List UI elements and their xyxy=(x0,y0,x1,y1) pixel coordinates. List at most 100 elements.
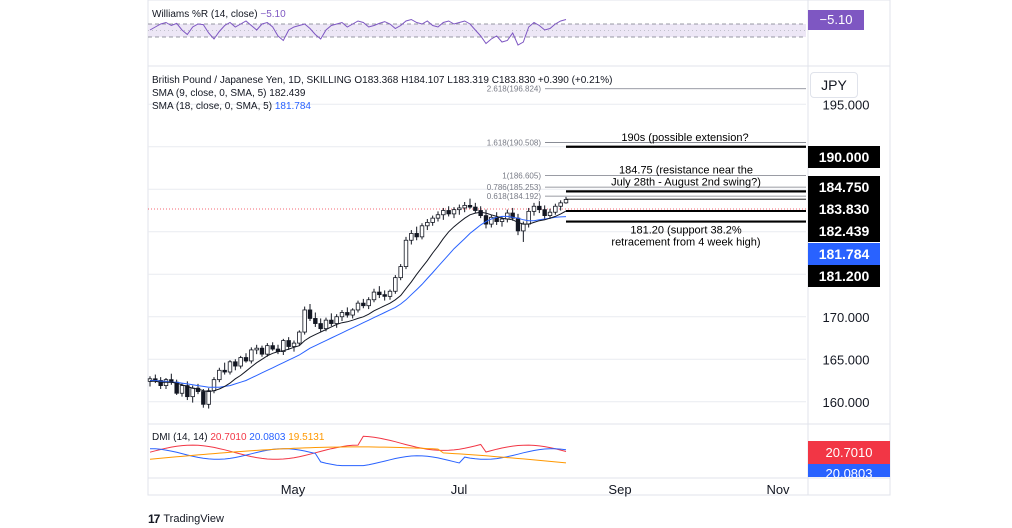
candle-body xyxy=(537,205,542,211)
candle-body xyxy=(313,318,318,324)
williams-pane: −5.10 xyxy=(148,10,864,46)
fib-label: 2.618(196.824) xyxy=(487,85,542,94)
chart-frame xyxy=(147,0,891,496)
currency-label: JPY xyxy=(821,77,847,93)
ohlc-low: 183.319 xyxy=(452,75,489,86)
candle-body xyxy=(286,340,291,347)
sma9-line xyxy=(150,210,567,393)
williams-legend: Williams %R (14, close) −5.10 xyxy=(152,8,286,21)
candle-body xyxy=(398,266,403,279)
candle-body xyxy=(158,380,163,386)
ohlc-open-label: O xyxy=(354,75,363,86)
annotations: 190s (possible extension? 184.75 (resista… xyxy=(566,132,806,249)
dmi-badge-bg xyxy=(808,441,890,464)
candle-body xyxy=(382,294,387,297)
candle-body xyxy=(350,309,355,316)
ohlc-change: +0.390 (+0.21%) xyxy=(537,75,613,86)
candle-body xyxy=(238,357,243,367)
dmi-plus-value: 20.7010 xyxy=(210,432,247,443)
candle-body xyxy=(201,391,206,405)
annotation-text: 181.20 (support 38.2% xyxy=(630,225,742,237)
price-label: 190.000 xyxy=(819,149,870,165)
tradingview-brand[interactable]: 17 TradingView xyxy=(148,512,224,526)
price-label-bg xyxy=(808,265,880,287)
price-tick: 160.000 xyxy=(823,395,870,410)
candle-body xyxy=(179,385,185,394)
sma18-legend-row[interactable]: SMA (18, close, 0, SMA, 5) 181.784 xyxy=(152,100,612,113)
candle-body xyxy=(553,205,558,213)
candle-body xyxy=(211,379,217,392)
candle-body xyxy=(563,199,569,204)
fib-label: 0.786(185.253) xyxy=(487,183,542,192)
sma18-legend-name: SMA (18, close, 0, SMA, 5) xyxy=(152,101,273,112)
annotation-text: retracement from 4 week high) xyxy=(611,237,760,249)
dmi-legend: DMI (14, 14) 20.7010 20.0803 19.5131 xyxy=(152,431,324,444)
candle-body xyxy=(446,210,451,215)
currency-button[interactable]: JPY xyxy=(810,72,858,98)
candle-body xyxy=(281,340,286,352)
price-label: 184.750 xyxy=(819,179,870,195)
fib-label: 1(186.605) xyxy=(502,172,541,181)
candle-body xyxy=(339,312,345,318)
tradingview-brand-text: TradingView xyxy=(163,513,224,525)
candle-body xyxy=(430,217,435,223)
symbol-legend-row: British Pound / Japanese Yen, 1D, SKILLI… xyxy=(152,74,612,87)
time-tick: Nov xyxy=(766,482,790,497)
candle-body xyxy=(217,369,222,381)
candle-body xyxy=(457,207,462,211)
price-label: 182.439 xyxy=(819,223,870,239)
price-pane: 2.618(196.824) 1.618(190.508) 1(186.605) 0.… xyxy=(147,85,880,410)
candle-body xyxy=(265,345,270,355)
candle-body xyxy=(334,316,339,324)
price-axis: 195.000 170.000 165.000 160.000 190.000 184.7… xyxy=(808,97,880,410)
candle-body xyxy=(302,309,307,333)
price-label: 181.784 xyxy=(819,246,870,262)
candle-body xyxy=(243,357,249,362)
candle-body xyxy=(526,210,531,225)
time-tick: May xyxy=(281,482,306,497)
candle-body xyxy=(547,211,553,216)
dmi-pane: 20.0803 20.7010 xyxy=(149,435,890,481)
williams-legend-value: −5.10 xyxy=(260,9,286,20)
candle-body xyxy=(254,347,259,351)
candle-body xyxy=(542,209,547,216)
candle-body xyxy=(222,369,227,373)
candle-body xyxy=(190,387,195,398)
ohlc-low-label: L xyxy=(447,75,453,86)
dmi-plus-line xyxy=(149,448,567,467)
williams-legend-name: Williams %R (14, close) xyxy=(152,9,258,20)
price-label-bg xyxy=(808,146,880,168)
price-label-bg xyxy=(808,176,880,198)
candle-body xyxy=(371,291,377,301)
williams-badge-bg xyxy=(808,10,864,30)
ohlc-close-label: C xyxy=(491,75,499,86)
price-label-bg xyxy=(808,198,880,220)
candle-body xyxy=(206,390,211,405)
dmi-badge-partial-bg xyxy=(808,463,890,477)
candle-body xyxy=(531,205,537,212)
candle-body xyxy=(323,319,329,330)
candle-body xyxy=(355,302,361,311)
ohlc-high-label: H xyxy=(401,75,409,86)
candle-body xyxy=(414,233,419,238)
candle-body xyxy=(361,302,366,307)
candle-body xyxy=(345,312,350,316)
price-tick: 195.000 xyxy=(823,97,870,112)
candle-body xyxy=(329,319,334,324)
sma9-legend-row[interactable]: SMA (9, close, 0, SMA, 5) 182.439 xyxy=(152,87,612,100)
candles xyxy=(147,196,569,409)
sma9-legend-value: 182.439 xyxy=(269,88,306,99)
candle-body xyxy=(366,299,371,307)
price-label: 183.830 xyxy=(819,201,870,217)
candle-body xyxy=(270,345,275,350)
ohlc-high: 184.107 xyxy=(408,75,445,86)
sma18-line xyxy=(150,215,567,388)
sma9-legend-name: SMA (9, close, 0, SMA, 5) xyxy=(152,88,267,99)
candle-body xyxy=(249,349,254,362)
candle-body xyxy=(521,223,526,232)
williams-badge: −5.10 xyxy=(820,12,853,27)
candle-body xyxy=(425,221,430,227)
symbol-name[interactable]: British Pound / Japanese Yen, 1D, SKILLI… xyxy=(152,75,352,86)
candle-body xyxy=(307,309,313,319)
